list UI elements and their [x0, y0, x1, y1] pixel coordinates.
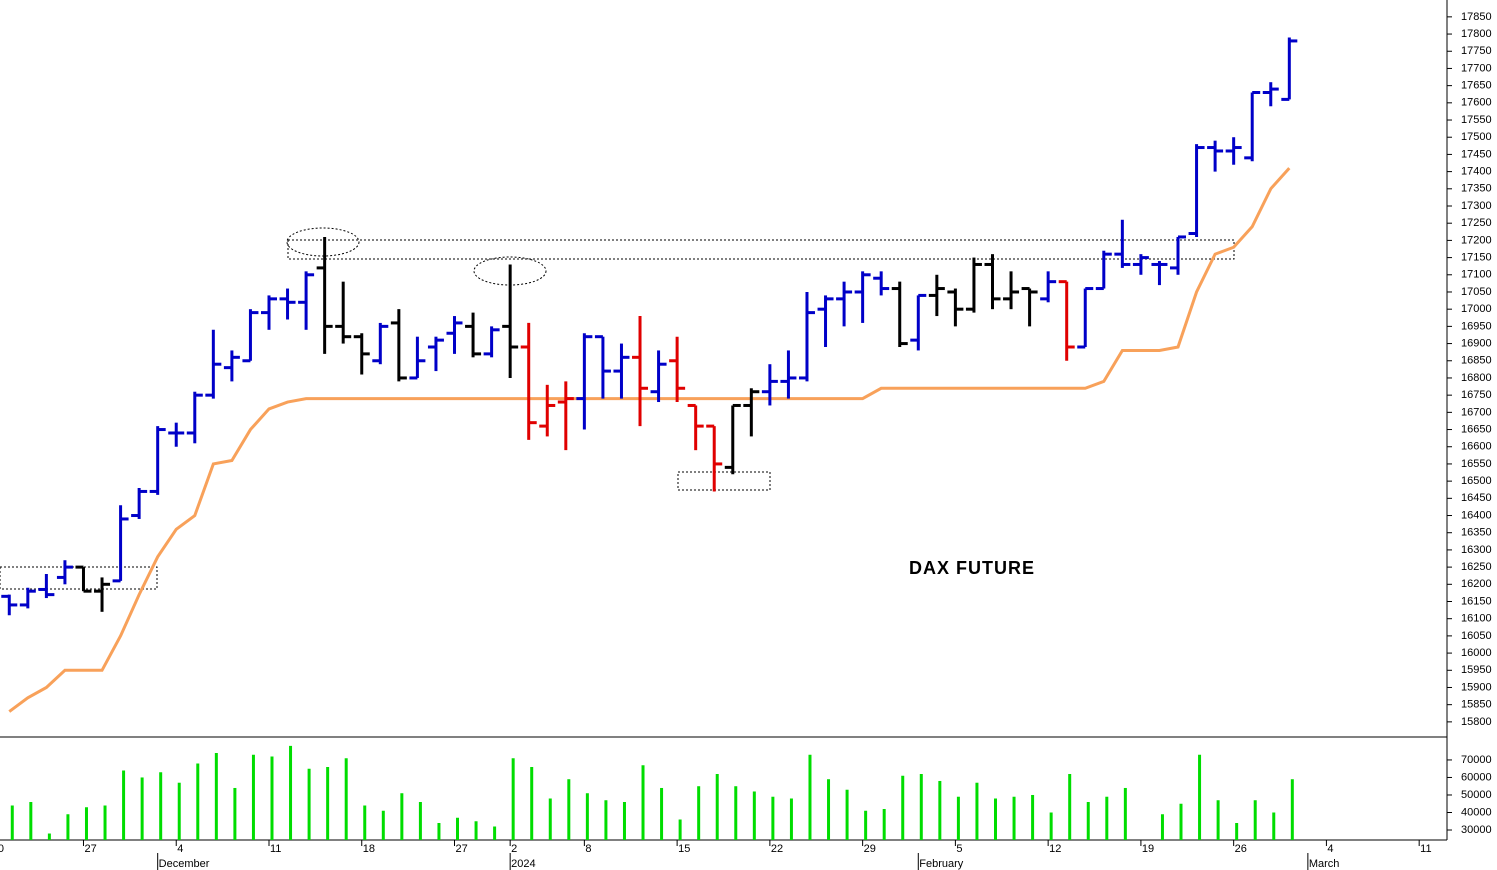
x-tick-label: 2 [511, 843, 517, 855]
y-tick-label: 16150 [1461, 595, 1492, 607]
y-tick-label: 16100 [1461, 613, 1492, 625]
annotation-box [287, 239, 1235, 260]
y-tick-label: 17350 [1461, 183, 1492, 195]
y-tick-label: 17250 [1461, 217, 1492, 229]
y-tick-label: 17750 [1461, 45, 1492, 57]
annotation-box [677, 471, 771, 491]
x-tick-label: 27 [84, 843, 96, 855]
x-tick-label: 27 [456, 843, 468, 855]
y-tick-label: 17500 [1461, 131, 1492, 143]
month-label: December [159, 858, 210, 870]
volume-tick-label: 70000 [1461, 754, 1492, 766]
x-tick-label: 11 [270, 843, 281, 855]
y-tick-label: 16650 [1461, 423, 1492, 435]
y-tick-label: 16750 [1461, 389, 1492, 401]
y-tick-label: 17100 [1461, 269, 1492, 281]
x-tick-label: 22 [771, 843, 783, 855]
x-tick-label: 26 [1235, 843, 1247, 855]
y-tick-label: 17150 [1461, 251, 1492, 263]
volume-tick-label: 30000 [1461, 824, 1492, 836]
x-tick-label: 18 [363, 843, 375, 855]
y-tick-label: 17400 [1461, 166, 1492, 178]
y-tick-label: 15900 [1461, 681, 1492, 693]
x-tick-label: 19 [1142, 843, 1154, 855]
y-tick-label: 16250 [1461, 561, 1492, 573]
y-tick-label: 15950 [1461, 664, 1492, 676]
x-tick-label: 8 [585, 843, 591, 855]
y-tick-label: 16400 [1461, 509, 1492, 521]
y-tick-label: 16050 [1461, 630, 1492, 642]
y-tick-label: 17850 [1461, 11, 1492, 23]
x-tick-label: 20 [0, 843, 4, 855]
y-tick-label: 16300 [1461, 544, 1492, 556]
x-tick-label: 29 [864, 843, 876, 855]
x-tick-label: 11 [1420, 843, 1431, 855]
month-label: 2024 [511, 858, 535, 870]
y-tick-label: 16800 [1461, 372, 1492, 384]
volume-tick-label: 60000 [1461, 771, 1492, 783]
y-tick-label: 17300 [1461, 200, 1492, 212]
month-label: March [1309, 858, 1340, 870]
volume-tick-label: 50000 [1461, 789, 1492, 801]
annotation-ellipse [286, 227, 360, 257]
y-tick-label: 17200 [1461, 234, 1492, 246]
y-tick-label: 16450 [1461, 492, 1492, 504]
y-tick-label: 16200 [1461, 578, 1492, 590]
x-tick-label: 4 [177, 843, 183, 855]
y-tick-label: 16350 [1461, 527, 1492, 539]
volume-tick-label: 40000 [1461, 806, 1492, 818]
y-tick-label: 16550 [1461, 458, 1492, 470]
y-tick-label: 16850 [1461, 355, 1492, 367]
annotation-box [0, 566, 158, 590]
y-tick-label: 16000 [1461, 647, 1492, 659]
x-tick-label: 4 [1327, 843, 1333, 855]
y-tick-label: 15850 [1461, 699, 1492, 711]
x-tick-label: 12 [1049, 843, 1061, 855]
y-tick-label: 16500 [1461, 475, 1492, 487]
y-tick-label: 17450 [1461, 148, 1492, 160]
y-tick-label: 16700 [1461, 406, 1492, 418]
y-tick-label: 16900 [1461, 337, 1492, 349]
y-tick-label: 15800 [1461, 716, 1492, 728]
y-tick-label: 16950 [1461, 320, 1492, 332]
x-tick-label: 15 [678, 843, 690, 855]
x-tick-label: 5 [956, 843, 962, 855]
y-tick-label: 17800 [1461, 28, 1492, 40]
y-tick-label: 17550 [1461, 114, 1492, 126]
y-tick-label: 17700 [1461, 62, 1492, 74]
y-tick-label: 17000 [1461, 303, 1492, 315]
y-tick-label: 17050 [1461, 286, 1492, 298]
month-label: February [919, 858, 964, 870]
moving-average [8, 167, 1291, 713]
y-tick-label: 16600 [1461, 441, 1492, 453]
y-tick-label: 17600 [1461, 97, 1492, 109]
y-tick-label: 17650 [1461, 80, 1492, 92]
annotation-text: DAX FUTURE [909, 558, 1035, 578]
